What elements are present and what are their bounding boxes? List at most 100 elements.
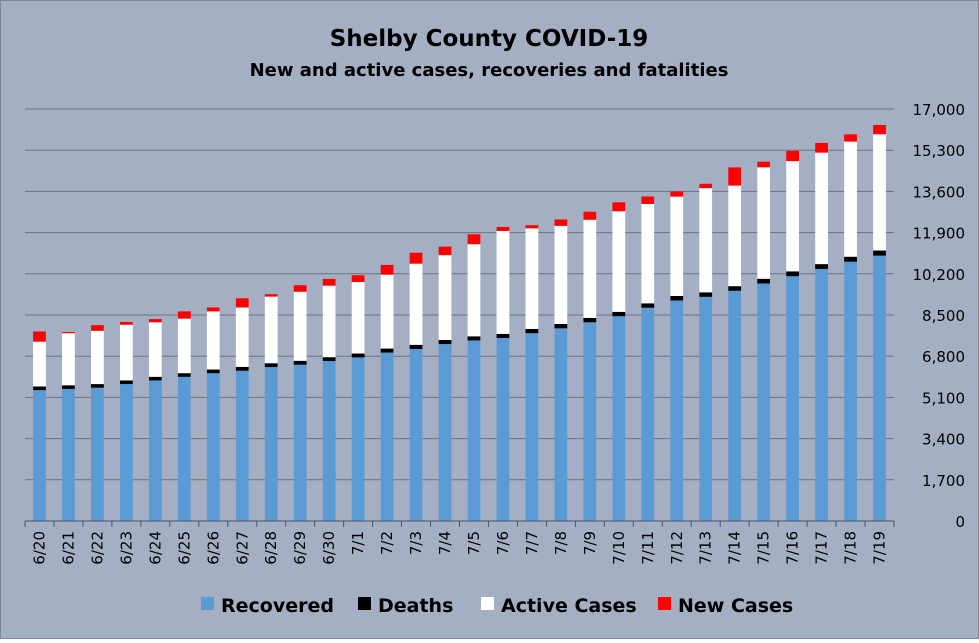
bar-deaths bbox=[351, 353, 365, 358]
x-tick-label: 7/1 bbox=[349, 531, 367, 555]
x-tick-label: 7/3 bbox=[407, 531, 425, 555]
bar-deaths bbox=[148, 376, 162, 381]
bar-deaths bbox=[62, 385, 75, 389]
bar-recovered bbox=[438, 344, 452, 521]
bar-new-cases bbox=[293, 285, 307, 292]
bar-deaths bbox=[120, 380, 133, 385]
bar-active-cases bbox=[641, 204, 655, 304]
bar-active-cases bbox=[670, 196, 684, 296]
x-tick-label: 6/29 bbox=[291, 531, 309, 565]
y-tick-label: 10,200 bbox=[913, 266, 966, 284]
x-tick-label: 7/13 bbox=[697, 531, 715, 565]
x-tick-label: 7/11 bbox=[639, 531, 657, 565]
x-tick-label: 7/9 bbox=[581, 531, 599, 555]
bar-deaths bbox=[641, 303, 655, 308]
bar-active-cases bbox=[844, 141, 857, 257]
bar-deaths bbox=[467, 336, 481, 341]
legend-swatch-deaths bbox=[358, 597, 371, 610]
bar-deaths bbox=[322, 357, 336, 362]
bar-active-cases bbox=[293, 291, 307, 361]
chart-subtitle: New and active cases, recoveries and fat… bbox=[250, 60, 729, 81]
x-tick-label: 7/2 bbox=[378, 531, 396, 555]
x-tick-label: 7/5 bbox=[465, 531, 483, 555]
x-tick-label: 7/10 bbox=[610, 531, 628, 565]
x-tick-label: 7/6 bbox=[494, 531, 512, 555]
legend-label-new-cases: New Cases bbox=[678, 595, 793, 617]
x-tick-label: 6/27 bbox=[233, 531, 251, 565]
bar-new-cases bbox=[264, 294, 278, 297]
bar-deaths bbox=[670, 295, 684, 301]
y-tick-label: 3,400 bbox=[922, 431, 965, 449]
bar-deaths bbox=[873, 250, 886, 256]
bar-deaths bbox=[206, 369, 220, 374]
bar-active-cases bbox=[728, 185, 742, 287]
bar-recovered bbox=[177, 376, 191, 521]
legend-label-active-cases: Active Cases bbox=[501, 595, 637, 617]
bar-deaths bbox=[728, 286, 742, 291]
bar-recovered bbox=[583, 322, 597, 521]
y-tick-label: 5,100 bbox=[922, 389, 965, 407]
bar-recovered bbox=[91, 387, 104, 521]
bar-active-cases bbox=[206, 311, 220, 370]
bar-recovered bbox=[409, 348, 423, 521]
bar-recovered bbox=[467, 340, 481, 521]
bar-new-cases bbox=[844, 134, 857, 142]
x-tick-label: 7/19 bbox=[871, 531, 889, 565]
bar-deaths bbox=[496, 333, 510, 339]
y-tick-label: 15,300 bbox=[913, 142, 966, 160]
bar-new-cases bbox=[467, 234, 481, 245]
bar-new-cases bbox=[786, 150, 799, 162]
legend-label-deaths: Deaths bbox=[378, 595, 453, 617]
bar-deaths bbox=[583, 317, 597, 323]
bar-active-cases bbox=[91, 330, 104, 385]
bar-recovered bbox=[322, 361, 336, 521]
bar-active-cases bbox=[815, 152, 828, 265]
bar-new-cases bbox=[235, 298, 249, 308]
bar-deaths bbox=[235, 366, 249, 371]
bar-new-cases bbox=[583, 211, 597, 220]
bar-active-cases bbox=[148, 322, 162, 377]
bar-active-cases bbox=[409, 263, 423, 345]
bar-deaths bbox=[786, 271, 799, 277]
bar-deaths bbox=[757, 278, 771, 284]
bar-recovered bbox=[33, 390, 46, 521]
bar-new-cases bbox=[438, 246, 452, 256]
bar-recovered bbox=[815, 268, 828, 521]
bar-recovered bbox=[641, 307, 655, 521]
x-tick-label: 6/23 bbox=[117, 531, 135, 565]
bar-recovered bbox=[670, 300, 684, 521]
bar-recovered bbox=[612, 316, 626, 521]
bar-deaths bbox=[264, 363, 278, 368]
bar-active-cases bbox=[757, 167, 771, 279]
x-tick-label: 7/4 bbox=[436, 531, 454, 555]
x-tick-label: 6/25 bbox=[175, 531, 193, 565]
bar-new-cases bbox=[757, 161, 771, 168]
legend-swatch-new-cases bbox=[658, 597, 671, 610]
bar-active-cases bbox=[873, 134, 886, 251]
bar-new-cases bbox=[612, 202, 626, 212]
bar-active-cases bbox=[351, 282, 365, 354]
y-tick-label: 17,000 bbox=[913, 101, 966, 119]
bar-new-cases bbox=[177, 311, 191, 319]
x-tick-label: 7/14 bbox=[726, 531, 744, 565]
bar-recovered bbox=[148, 380, 162, 521]
y-tick-label: 1,700 bbox=[922, 472, 965, 490]
bar-recovered bbox=[293, 364, 307, 521]
bar-recovered bbox=[525, 333, 539, 521]
legend-swatch-active-cases bbox=[481, 597, 494, 610]
bar-new-cases bbox=[554, 219, 568, 226]
bar-recovered bbox=[264, 367, 278, 521]
bar-deaths bbox=[177, 373, 191, 377]
bar-new-cases bbox=[380, 264, 394, 275]
y-tick-label: 0 bbox=[955, 513, 965, 531]
bar-new-cases bbox=[206, 307, 220, 312]
x-tick-label: 7/7 bbox=[523, 531, 541, 555]
bar-new-cases bbox=[873, 124, 886, 135]
bar-new-cases bbox=[120, 322, 133, 325]
bar-active-cases bbox=[612, 211, 626, 312]
bar-active-cases bbox=[699, 188, 713, 293]
y-tick-label: 6,800 bbox=[922, 348, 965, 366]
y-tick-label: 11,900 bbox=[913, 225, 966, 243]
bar-deaths bbox=[293, 360, 307, 365]
legend-swatch-recovered bbox=[201, 597, 214, 610]
